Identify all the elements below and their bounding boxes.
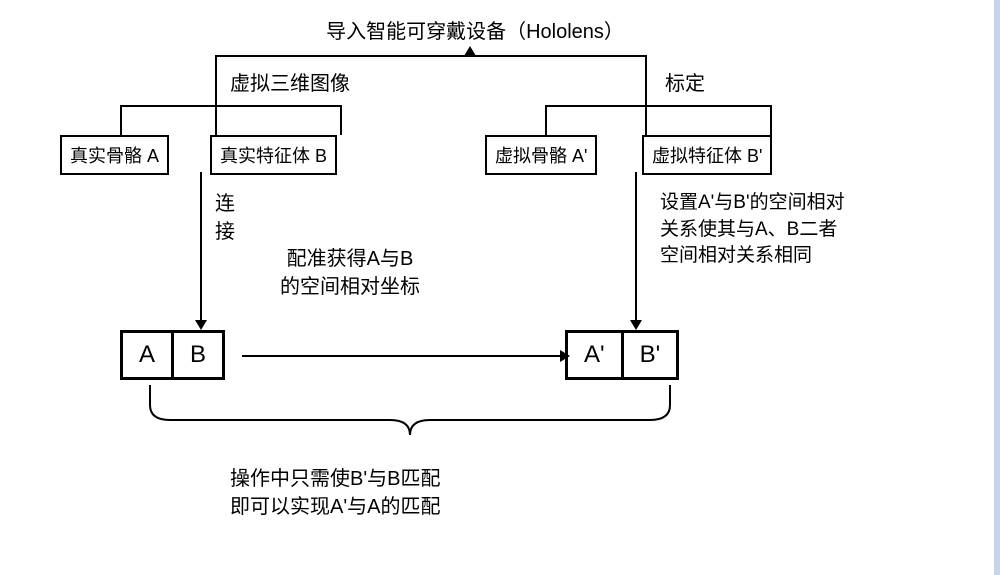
brace-svg (140, 385, 680, 445)
connect-label: 连 接 (215, 190, 235, 246)
right-group-v2 (770, 105, 772, 135)
mid-right-label: 标定 (665, 70, 705, 98)
pair-abprime-right: B' (624, 333, 677, 377)
pair-abprime-left: A' (568, 333, 624, 377)
virtual-bone-a-box: 虚拟骨骼 A' (485, 135, 597, 175)
left-group-v1 (120, 105, 122, 135)
left-group-vmid (215, 98, 217, 107)
virtual-feature-b-box: 虚拟特征体 B' (642, 135, 772, 175)
right-group-vmid (645, 98, 647, 107)
top-arrow (464, 46, 476, 56)
pair-ab-left: A (123, 333, 174, 377)
top-connector-h (215, 55, 645, 57)
right-down-arrow (635, 172, 637, 322)
real-feature-b-box: 真实特征体 B (210, 135, 337, 175)
horizontal-arrow-tip (560, 350, 570, 362)
real-bone-a-box: 真实骨骼 A (60, 135, 169, 175)
bottom-label: 操作中只需使B'与B匹配 即可以实现A'与A的匹配 (230, 465, 441, 521)
right-group-h (545, 105, 770, 107)
pair-ab-right: B (174, 333, 222, 377)
pair-ab-box: A B (120, 330, 225, 380)
left-group-v2 (340, 105, 342, 135)
top-connector-right-v (645, 55, 647, 135)
left-down-arrow (200, 172, 202, 322)
horizontal-label: 配准获得A与B 的空间相对坐标 (280, 245, 420, 301)
pair-abprime-box: A' B' (565, 330, 679, 380)
top-label: 导入智能可穿戴设备（Hololens） (250, 18, 700, 46)
top-connector-left-v (215, 55, 217, 135)
left-group-h (120, 105, 340, 107)
mid-left-label: 虚拟三维图像 (230, 70, 350, 98)
right-group-v1 (545, 105, 547, 135)
horizontal-arrow-line (242, 355, 562, 357)
set-relation-label: 设置A'与B'的空间相对 关系使其与A、B二者 空间相对关系相同 (660, 190, 845, 270)
